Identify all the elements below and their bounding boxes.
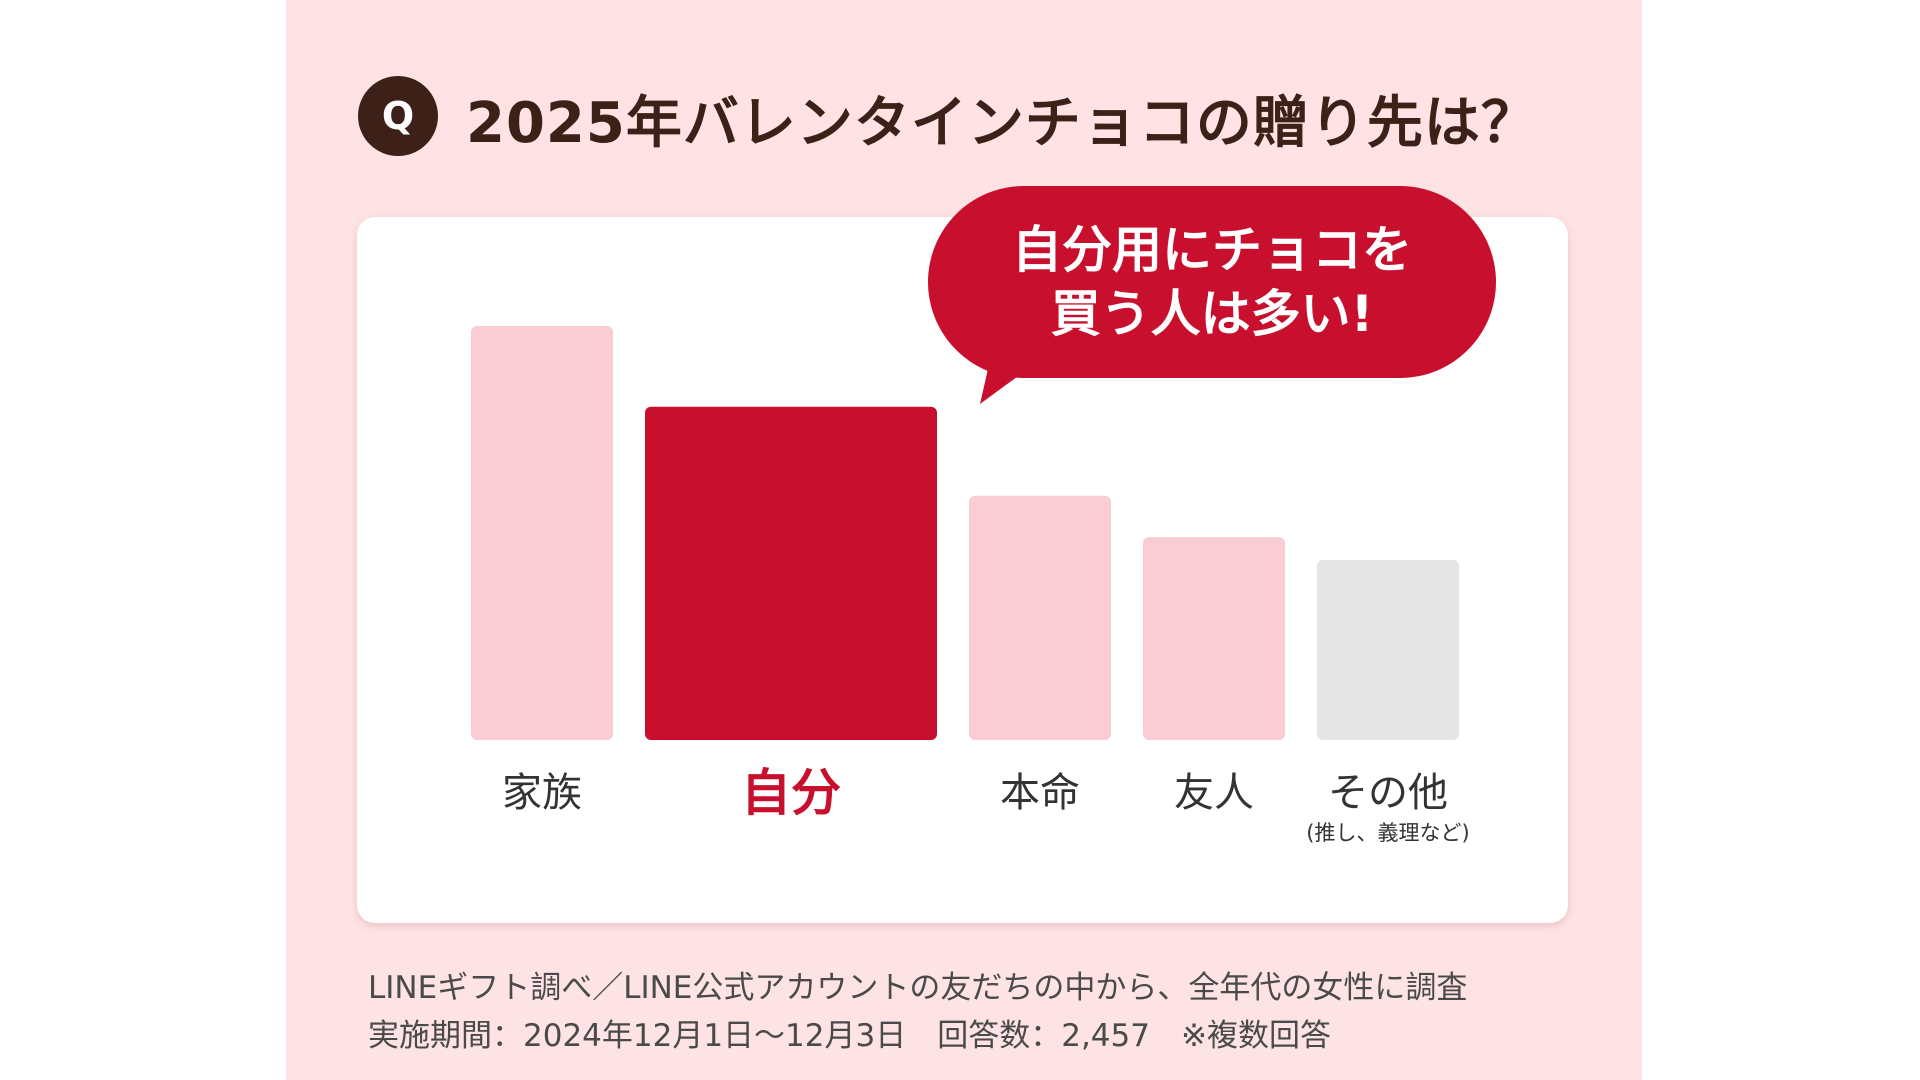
question-badge: Q	[358, 76, 438, 156]
category-sublabel-4: (推し、義理など)	[1306, 821, 1469, 845]
category-label-0: 家族	[502, 770, 582, 816]
category-label-2: 本命	[1000, 770, 1080, 816]
source-note: LINEギフト調べ／LINE公式アカウントの友だちの中から、全年代の女性に調査	[368, 970, 1468, 1006]
bar-1	[645, 406, 937, 740]
bar-4	[1317, 559, 1459, 740]
category-label-4: その他	[1328, 770, 1448, 816]
speech-bubble: 自分用にチョコを 買う人は多い!	[928, 186, 1496, 378]
category-label-3: 友人	[1174, 770, 1254, 816]
chart-title: 2025年バレンタインチョコの贈り先は？	[466, 90, 1538, 156]
bubble-text-line-1: 自分用にチョコを	[1012, 221, 1412, 279]
bar-2	[969, 495, 1111, 740]
category-label-1: 自分	[741, 764, 841, 822]
survey-details-note: 実施期間：2024年12月1日〜12月3日 回答数：2,457 ※複数回答	[368, 1018, 1331, 1054]
bubble-text-line-2: 買う人は多い!	[1050, 285, 1374, 343]
bar-0	[471, 326, 613, 740]
bar-3	[1143, 537, 1285, 740]
